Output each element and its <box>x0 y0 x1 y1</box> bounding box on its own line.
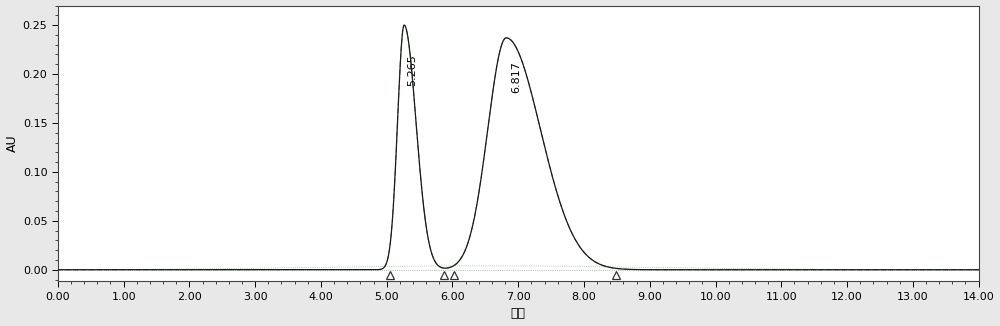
Text: 5.265: 5.265 <box>407 54 417 86</box>
Text: 6.817: 6.817 <box>511 61 521 93</box>
X-axis label: 分钟: 分钟 <box>511 307 526 320</box>
Y-axis label: AU: AU <box>6 135 19 152</box>
